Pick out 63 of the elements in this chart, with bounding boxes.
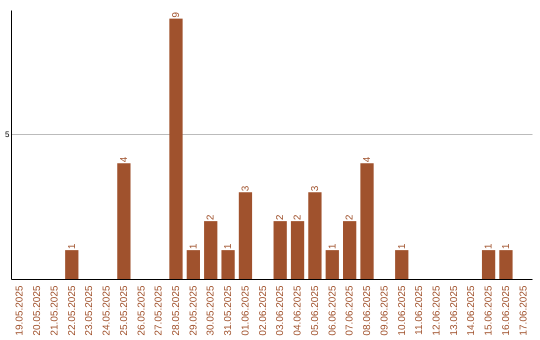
x-tick-label: 09.06.2025	[379, 285, 390, 336]
bar	[499, 250, 513, 279]
x-tick-label: 12.06.2025	[431, 285, 442, 336]
bar	[186, 250, 200, 279]
x-tick-label: 24.05.2025	[102, 285, 113, 336]
x-tick-label: 01.06.2025	[240, 285, 252, 336]
bar	[482, 250, 496, 279]
data-label: 3	[240, 185, 252, 192]
x-tick-label: 22.05.2025	[66, 285, 78, 336]
bar	[238, 192, 252, 279]
data-label: 2	[206, 214, 217, 220]
data-label: 1	[500, 243, 512, 250]
bar	[326, 250, 339, 279]
x-tick-label: 26.05.2025	[136, 285, 148, 336]
x-tick-label: 03.06.2025	[275, 285, 286, 336]
x-tick-label: 13.06.2025	[448, 285, 460, 336]
bar	[343, 221, 356, 279]
x-tick-label: 11.06.2025	[414, 285, 426, 335]
y-tick-label: 5	[5, 130, 10, 139]
x-tick-label: 07.06.2025	[344, 285, 356, 336]
data-label: 4	[118, 156, 130, 162]
x-tick-label: 08.06.2025	[362, 285, 374, 336]
data-label: 2	[344, 214, 356, 220]
x-tick-label: 14.06.2025	[466, 285, 478, 336]
bar	[204, 221, 218, 279]
bar	[221, 250, 235, 279]
bar	[117, 163, 131, 279]
bar	[290, 221, 304, 279]
data-label: 1	[327, 243, 338, 250]
x-tick-label: 21.05.2025	[49, 285, 60, 336]
x-tick-label: 10.06.2025	[396, 285, 408, 336]
x-tick-label: 06.06.2025	[327, 285, 338, 336]
bar	[65, 250, 78, 279]
x-tick-label: 29.05.2025	[188, 285, 200, 336]
data-label: 9	[170, 12, 182, 18]
x-tick-label: 23.05.2025	[84, 285, 96, 336]
x-tick-label: 02.06.2025	[258, 285, 269, 336]
data-label: 4	[362, 156, 374, 162]
data-label: 1	[484, 243, 495, 250]
x-tick-label: 16.06.2025	[500, 285, 512, 336]
x-tick-label: 04.06.2025	[292, 285, 304, 336]
x-tick-label: 31.05.2025	[223, 285, 234, 336]
x-tick-label: 15.06.2025	[484, 285, 495, 336]
x-tick-label: 05.06.2025	[310, 285, 321, 336]
data-label: 1	[396, 243, 408, 250]
data-label: 1	[66, 243, 78, 250]
x-tick-label: 19.05.2025	[14, 285, 26, 336]
x-tick-label: 25.05.2025	[118, 285, 130, 336]
data-label: 3	[310, 185, 321, 192]
x-tick-label: 28.05.2025	[170, 285, 182, 336]
bar	[274, 221, 287, 279]
x-tick-label: 27.05.2025	[154, 285, 165, 336]
bar	[360, 163, 374, 279]
bar	[308, 192, 322, 279]
x-tick-label: 20.05.2025	[32, 285, 44, 336]
data-label: 1	[223, 243, 234, 250]
bar	[395, 250, 408, 279]
data-label: 2	[275, 214, 286, 220]
bar	[169, 18, 183, 279]
data-label: 1	[188, 243, 200, 250]
x-tick-label: 30.05.2025	[206, 285, 217, 336]
data-label: 2	[292, 214, 304, 220]
x-tick-label: 17.06.2025	[518, 285, 530, 336]
